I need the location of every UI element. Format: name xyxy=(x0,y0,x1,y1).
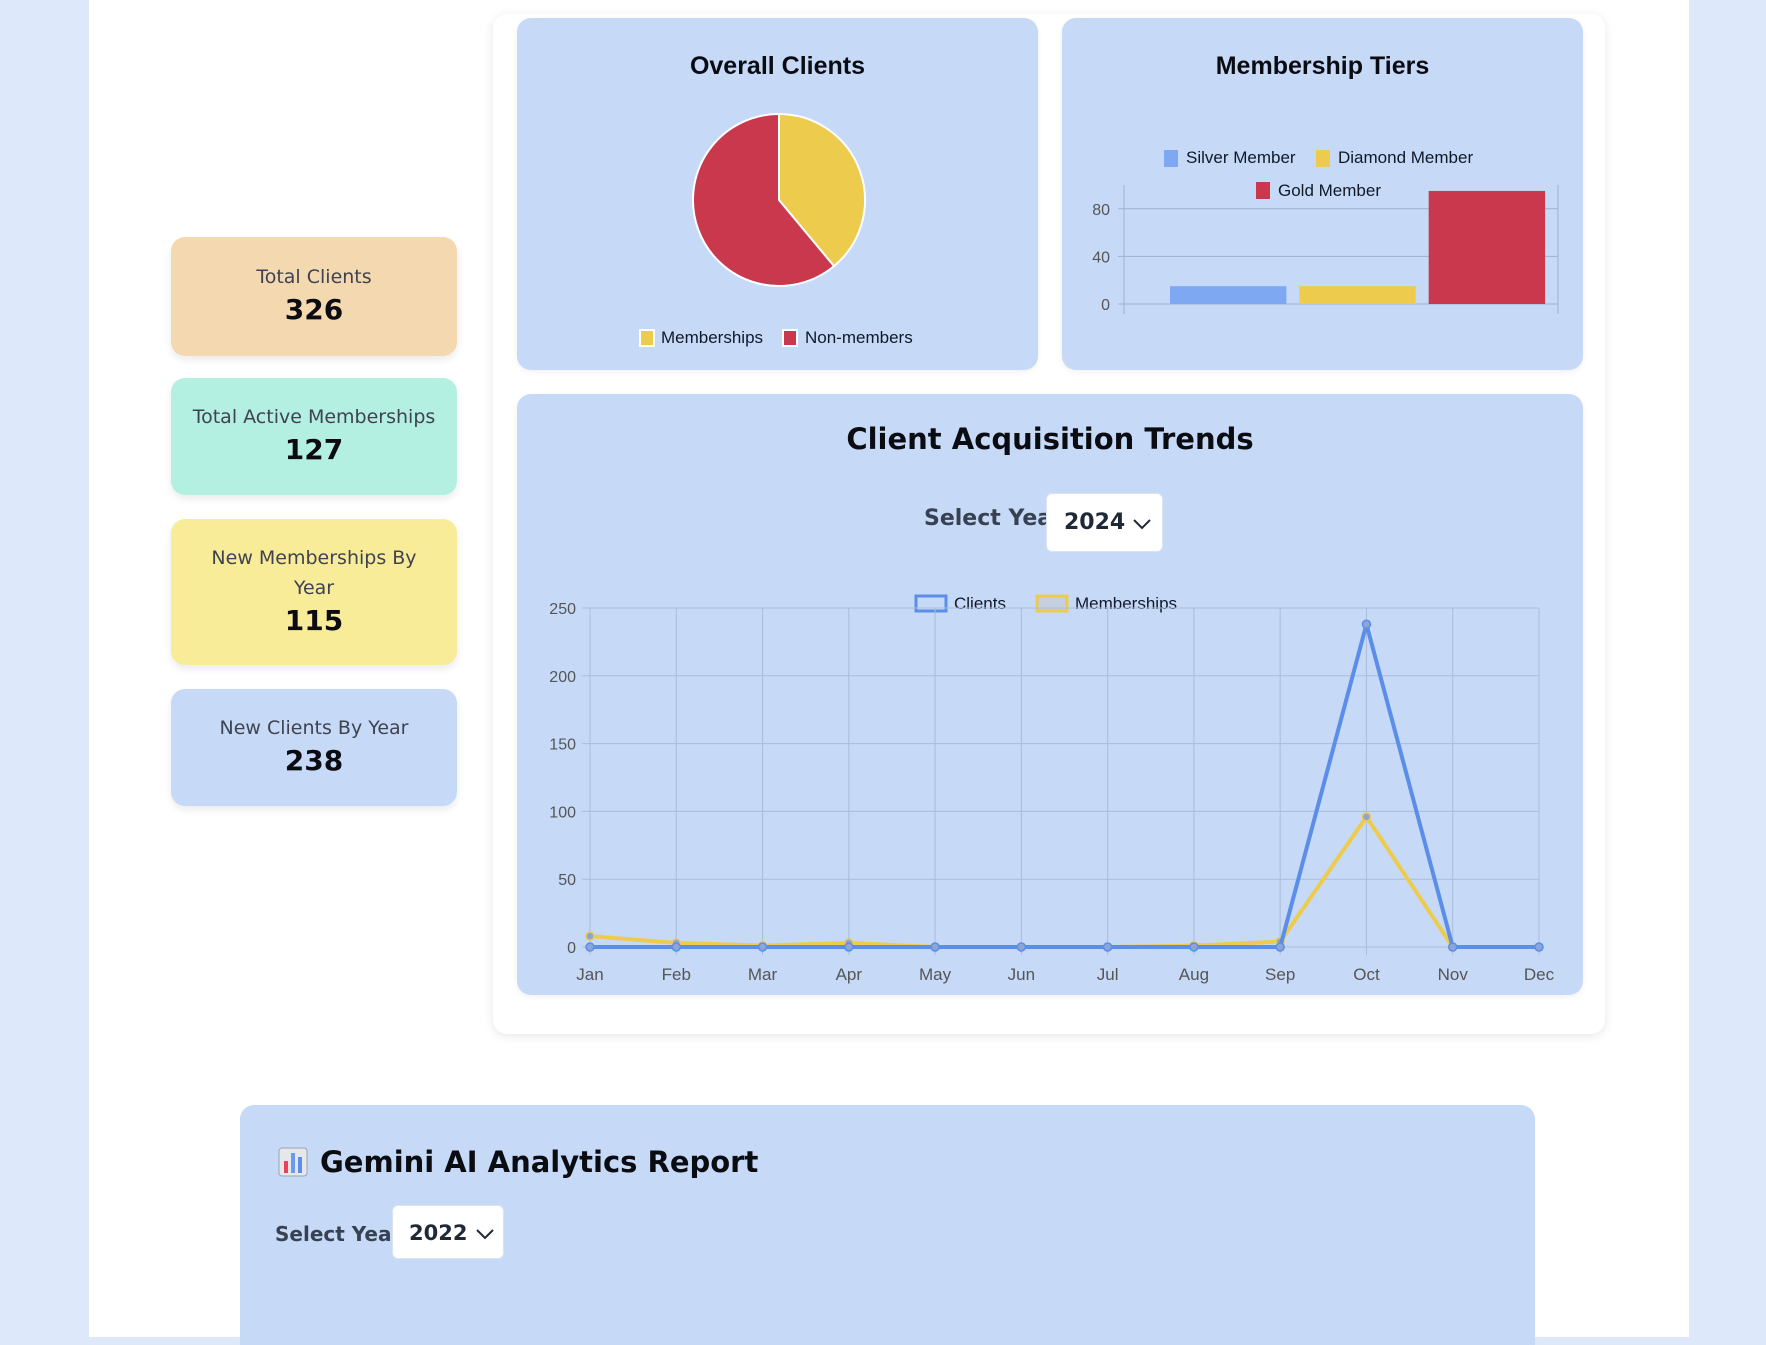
pie-slice-memberships[interactable] xyxy=(778,112,866,268)
membership-tiers-title: Membership Tiers xyxy=(1215,52,1430,80)
legend-swatch-memberships xyxy=(639,329,655,347)
point-clients[interactable] xyxy=(1275,942,1285,952)
pie-legend[interactable]: Memberships Non-members xyxy=(639,328,913,347)
point-clients[interactable] xyxy=(1189,942,1199,952)
gemini-year-select[interactable]: 2022 xyxy=(392,1205,504,1259)
point-clients[interactable] xyxy=(844,942,854,952)
point-clients[interactable] xyxy=(585,942,595,952)
page-container: Total Clients 326 Total Active Membershi… xyxy=(89,0,1689,1345)
trend-year-value: 2024 xyxy=(1064,510,1126,535)
y-tick-label: 0 xyxy=(567,940,576,957)
bar-chart-icon xyxy=(278,1147,308,1177)
membership-tiers-card: Membership Tiers Silver Member Diamond M… xyxy=(1062,18,1583,370)
x-tick-label: Sep xyxy=(1265,965,1295,984)
acquisition-trends-title: Client Acquisition Trends xyxy=(846,422,1254,456)
point-clients[interactable] xyxy=(1016,942,1027,952)
overall-clients-chart: Memberships Non-members xyxy=(639,112,913,347)
bar-silver-member[interactable] xyxy=(1170,286,1287,304)
legend-label-silver[interactable]: Silver Member xyxy=(1186,148,1296,167)
point-clients[interactable] xyxy=(1361,619,1372,630)
y-tick-label: 100 xyxy=(549,804,576,821)
line-memberships[interactable] xyxy=(589,814,1539,949)
gemini-report-title: Gemini AI Analytics Report xyxy=(320,1145,759,1179)
y-tick-label: 200 xyxy=(549,669,576,686)
line-clients[interactable] xyxy=(590,622,1539,949)
total-clients-value: 326 xyxy=(284,293,344,326)
pie-slice-non-members[interactable] xyxy=(692,112,836,287)
x-tick-label: Jan xyxy=(576,965,603,984)
x-tick-label: Jul xyxy=(1097,965,1119,984)
legend-swatch-non-members xyxy=(782,329,798,347)
x-tick-label: Oct xyxy=(1353,965,1380,984)
legend-label-memberships[interactable]: Memberships xyxy=(661,328,763,347)
new-clients-value: 238 xyxy=(284,744,344,777)
chevron-down-icon xyxy=(1133,519,1151,530)
point-clients[interactable] xyxy=(671,942,682,952)
line-legend[interactable]: Clients Memberships xyxy=(914,594,1177,613)
overall-clients-card: Overall Clients Memberships Non-members xyxy=(517,18,1038,370)
legend-swatch-gold xyxy=(1256,182,1270,199)
bar-legend[interactable]: Silver Member Diamond Member Gold Member xyxy=(1164,148,1473,200)
legend-label-non-members[interactable]: Non-members xyxy=(805,328,913,347)
y-tick-label: 40 xyxy=(1092,249,1110,266)
x-tick-label: Apr xyxy=(836,965,863,984)
chevron-down-icon xyxy=(476,1229,494,1240)
point-clients[interactable] xyxy=(757,942,768,952)
legend-swatch-clients xyxy=(914,594,948,613)
acquisition-trends-chart: Clients Memberships 0 50 100 150 200 250 Jan Fe… xyxy=(549,594,1555,984)
y-tick-label: 80 xyxy=(1092,202,1110,219)
active-memberships-label: Total Active Memberships xyxy=(192,406,436,428)
gemini-report-panel: Gemini AI Analytics Report Select Year: … xyxy=(240,1105,1535,1345)
point-clients[interactable] xyxy=(930,942,940,952)
legend-label-diamond[interactable]: Diamond Member xyxy=(1338,148,1473,167)
legend-swatch-diamond xyxy=(1316,150,1330,167)
y-tick-label: 50 xyxy=(558,872,576,889)
x-tick-label: Feb xyxy=(662,965,691,984)
x-tick-label: Nov xyxy=(1438,965,1469,984)
new-memberships-value: 115 xyxy=(284,604,344,637)
point-memberships[interactable] xyxy=(1361,812,1372,822)
point-clients[interactable] xyxy=(1102,942,1113,952)
active-memberships-value: 127 xyxy=(284,433,344,466)
new-memberships-label: New Memberships By Year xyxy=(211,547,417,599)
gemini-report-heading: Gemini AI Analytics Report xyxy=(278,1145,758,1179)
overall-clients-title: Overall Clients xyxy=(689,52,866,80)
membership-tiers-chart: Silver Member Diamond Member Gold Member… xyxy=(1092,148,1559,314)
point-memberships[interactable] xyxy=(585,931,595,941)
point-clients[interactable] xyxy=(1447,942,1458,952)
acquisition-trends-card: Client Acquisition Trends Select Year: 2… xyxy=(517,394,1583,995)
y-tick-label: 250 xyxy=(549,601,576,618)
trend-year-select[interactable]: 2024 xyxy=(1046,493,1163,552)
x-tick-label: Aug xyxy=(1179,965,1209,984)
point-clients[interactable] xyxy=(1534,942,1544,952)
x-tick-label: Jun xyxy=(1008,965,1035,984)
legend-label-memberships[interactable]: Memberships xyxy=(1075,594,1177,613)
legend-swatch-silver xyxy=(1164,150,1178,167)
x-tick-label: Mar xyxy=(748,965,778,984)
total-clients-card: Total Clients 326 xyxy=(171,237,457,356)
bar-gold-member[interactable] xyxy=(1428,190,1546,304)
new-clients-card: New Clients By Year 238 xyxy=(171,689,457,806)
new-memberships-card: New Memberships By Year 115 xyxy=(171,519,457,665)
legend-label-gold[interactable]: Gold Member xyxy=(1278,181,1381,200)
y-tick-label: 0 xyxy=(1101,297,1110,314)
x-tick-label: Dec xyxy=(1524,965,1555,984)
gemini-year-value: 2022 xyxy=(409,1221,468,1245)
gemini-year-label: Select Year: xyxy=(275,1222,410,1246)
legend-label-clients[interactable]: Clients xyxy=(954,594,1006,613)
x-tick-label: May xyxy=(919,965,952,984)
legend-swatch-memberships xyxy=(1035,594,1069,613)
active-memberships-card: Total Active Memberships 127 xyxy=(171,378,457,495)
y-tick-label: 150 xyxy=(549,737,576,754)
new-clients-label: New Clients By Year xyxy=(219,717,409,739)
total-clients-label: Total Clients xyxy=(256,266,372,288)
bar-diamond-member[interactable] xyxy=(1299,286,1416,304)
